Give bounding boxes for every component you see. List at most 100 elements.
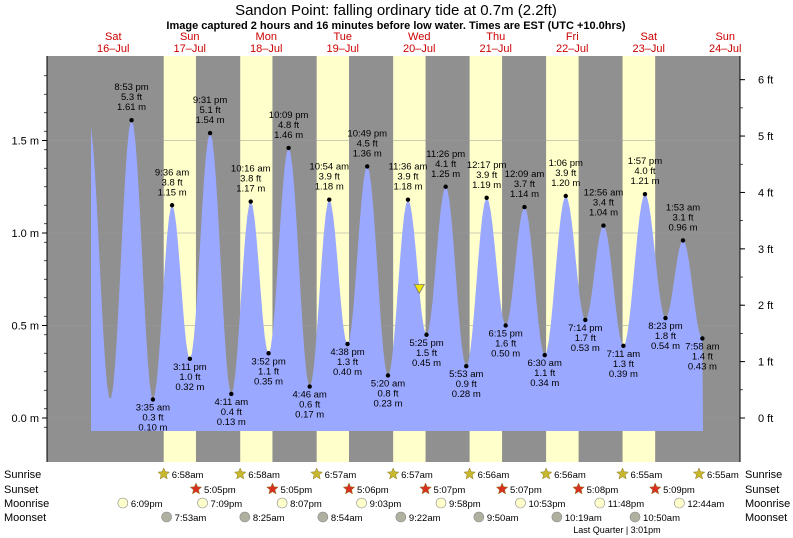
tide-metre-label: 0.32 m xyxy=(175,382,204,393)
tide-time-label: 5:53 am xyxy=(449,369,483,380)
day-of-week-label: Sat xyxy=(640,31,657,43)
date-label: 22–Jul xyxy=(556,43,588,55)
tide-dot xyxy=(583,317,588,323)
sunrise-event: 6:55am xyxy=(692,467,739,481)
tide-feet-label: 0.6 ft xyxy=(299,400,320,411)
tide-dot xyxy=(464,364,469,369)
tide-dot xyxy=(345,341,350,347)
high-tide-point: 11:36 am3.9 ft1.18 m xyxy=(389,162,428,202)
tide-feet-label: 1.3 ft xyxy=(337,357,358,368)
tide-metre-label: 0.17 m xyxy=(295,410,324,421)
tide-dot xyxy=(229,391,234,397)
sunset-event: 5:09pm xyxy=(648,482,695,496)
tide-time-label: 8:23 pm xyxy=(648,321,682,332)
tide-metre-label: 1.18 m xyxy=(315,182,344,193)
moonset-time: 9:22am xyxy=(409,513,441,524)
tide-feet-label: 0.8 ft xyxy=(377,388,398,399)
day-of-week-label: Sat xyxy=(105,31,122,43)
date-label: 24–Jul xyxy=(709,43,741,55)
tide-feet-label: 1.1 ft xyxy=(534,368,555,379)
sunrise-event: 6:57am xyxy=(386,467,433,481)
moonset-disc-icon xyxy=(317,511,329,523)
tide-time-label: 9:36 am xyxy=(155,167,189,178)
sunset-event: 5:06pm xyxy=(342,482,389,496)
sunrise-time: 6:56am xyxy=(554,470,586,481)
tide-dot xyxy=(484,195,489,201)
sunrise-event: 6:55am xyxy=(616,467,662,481)
tide-feet-label: 3.1 ft xyxy=(672,212,693,223)
moonset-event: 8:54am xyxy=(317,511,363,524)
sun-moon-events: Sunrise Sunrise 6:58am 6:58am 6:57am 6:57am 6:… xyxy=(4,467,790,535)
tide-metre-label: 0.34 m xyxy=(530,378,559,389)
sunset-star-icon xyxy=(572,482,585,495)
tide-dot xyxy=(503,323,508,328)
tide-dot xyxy=(700,336,705,341)
moonset-row-label-left: Moonset xyxy=(4,512,46,524)
tide-feet-label: 1.4 ft xyxy=(692,351,713,362)
moonrise-row-label-left: Moonrise xyxy=(4,498,49,510)
moonrise-time: 7:09pm xyxy=(211,499,243,510)
moonset-event: 7:53am xyxy=(161,511,206,524)
sunrise-event: 6:57am xyxy=(310,467,356,481)
moonrise-disc-icon xyxy=(356,497,367,509)
moonrise-time: 11:48pm xyxy=(608,499,644,510)
low-tide-point: 4:46 am0.6 ft0.17 m xyxy=(293,384,327,421)
tide-metre-label: 0.50 m xyxy=(491,349,520,360)
tide-dot xyxy=(522,204,527,210)
moonrise-event: 12:44am xyxy=(674,497,724,510)
sunset-event: 5:05pm xyxy=(266,482,312,496)
high-tide-point: 12:17 pm3.9 ft1.19 m xyxy=(467,160,507,201)
moonrise-disc-icon xyxy=(515,497,526,509)
moonrise-disc-icon xyxy=(117,497,129,509)
y-left-tick-label: 1.0 m xyxy=(11,228,39,240)
tide-dot xyxy=(424,332,429,337)
y-right-tick-label: 0 ft xyxy=(758,413,773,425)
high-tide-point: 12:56 am3.4 ft1.04 m xyxy=(584,188,624,228)
moonset-disc-icon xyxy=(239,511,251,523)
sunset-time: 5:07pm xyxy=(510,485,542,496)
tide-metre-label: 1.15 m xyxy=(158,187,187,198)
tide-time-label: 12:56 am xyxy=(584,188,624,199)
tide-time-label: 9:31 pm xyxy=(193,95,227,106)
tide-dot xyxy=(150,397,156,402)
tide-feet-label: 0.3 ft xyxy=(142,413,163,424)
moonset-time: 10:19am xyxy=(565,513,602,524)
tide-metre-label: 1.61 m xyxy=(117,102,146,113)
low-tide-point: 3:11 pm1.0 ft0.32 m xyxy=(173,356,207,393)
moonrise-event: 9:03pm xyxy=(356,497,401,510)
tide-feet-label: 1.6 ft xyxy=(495,339,516,350)
tide-feet-label: 1.5 ft xyxy=(416,348,437,359)
tide-feet-label: 0.9 ft xyxy=(456,379,477,390)
date-label: 20–Jul xyxy=(403,43,435,55)
moonrise-event: 10:53pm xyxy=(515,497,565,510)
y-right-tick-label: 5 ft xyxy=(758,131,773,143)
tide-dot xyxy=(266,351,271,356)
tide-time-label: 10:49 pm xyxy=(347,128,387,139)
moonset-time: 8:54am xyxy=(331,513,363,524)
moonset-disc-icon xyxy=(473,511,485,523)
sunrise-row-label-right: Sunrise xyxy=(745,469,782,481)
day-of-week-label: Sun xyxy=(180,31,200,43)
moonrise-event: 8:07pm xyxy=(276,497,322,510)
tide-feet-label: 3.4 ft xyxy=(593,198,614,209)
y-right-tick-label: 6 ft xyxy=(758,75,773,87)
tide-dot xyxy=(307,384,312,389)
high-tide-point: 10:16 am3.8 ft1.17 m xyxy=(231,164,271,204)
moonset-disc-icon xyxy=(395,511,407,523)
tide-metre-label: 0.45 m xyxy=(412,358,441,369)
tide-metre-label: 0.35 m xyxy=(254,376,283,387)
moonrise-disc-icon xyxy=(594,497,606,509)
tide-metre-label: 0.40 m xyxy=(333,367,362,378)
tide-dot xyxy=(327,197,332,202)
tide-time-label: 10:09 pm xyxy=(269,110,309,121)
sunset-event: 5:07pm xyxy=(495,482,542,496)
day-of-week-label: Fri xyxy=(566,31,579,43)
tide-feet-label: 3.9 ft xyxy=(397,172,418,183)
y-right-tick-label: 2 ft xyxy=(758,300,773,312)
tide-dot xyxy=(286,145,291,151)
moonset-event: 10:19am xyxy=(551,511,602,524)
tide-feet-label: 5.1 ft xyxy=(200,105,221,116)
moonset-time: 9:50am xyxy=(487,513,519,524)
moonset-row-label-right: Moonset xyxy=(745,512,787,524)
y-left-tick-label: 0.0 m xyxy=(11,413,39,425)
